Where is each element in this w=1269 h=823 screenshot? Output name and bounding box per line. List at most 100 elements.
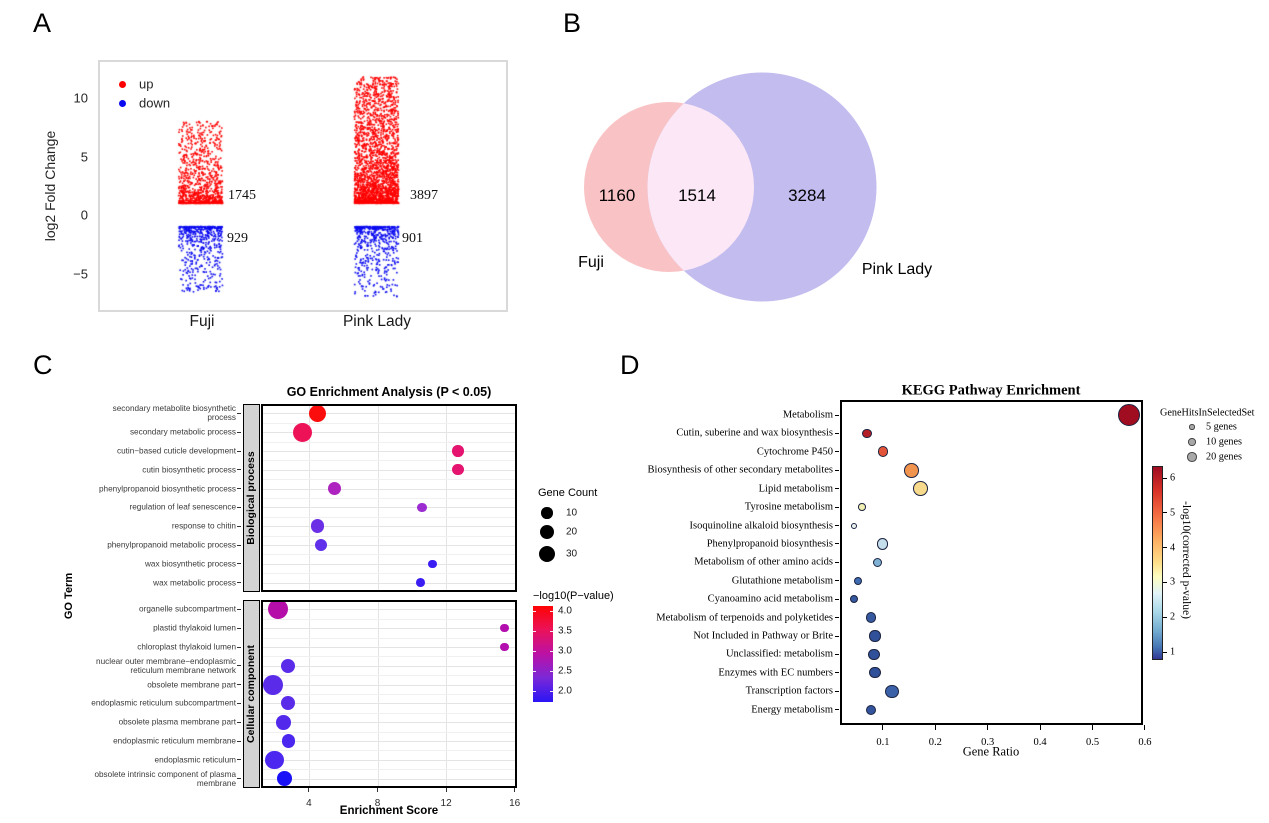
go-term-label: phenylpropanoid biosynthetic process bbox=[98, 484, 236, 494]
kegg-bubble bbox=[1118, 404, 1141, 426]
go-colorbar-tick bbox=[533, 650, 536, 652]
go-colorbar-tick-label: 3.5 bbox=[558, 625, 572, 637]
gridline-horizontal bbox=[263, 647, 515, 648]
gridline-horizontal-minor bbox=[263, 498, 515, 499]
kegg-bubble bbox=[885, 684, 899, 699]
go-bubble bbox=[314, 538, 328, 552]
panel-a-plot-frame bbox=[98, 60, 508, 312]
go-y-tick bbox=[237, 627, 241, 629]
kegg-pathway-label: Phenylpropanoid biosynthesis bbox=[706, 538, 833, 550]
panel-a-label: A bbox=[33, 8, 52, 38]
kegg-x-tick-label: 0.1 bbox=[876, 737, 890, 748]
kegg-pathway-label: Biosynthesis of other secondary metaboli… bbox=[647, 464, 833, 476]
go-term-label: endoplasmic reticulum bbox=[154, 755, 236, 765]
kegg-colorbar-tick-label: 4 bbox=[1170, 542, 1176, 554]
go-pvalue-colorbar bbox=[533, 606, 553, 702]
go-term-label: phenylpropanoid metabolic process bbox=[107, 540, 236, 550]
pvalue-legend-title: −log10(P−value) bbox=[533, 590, 614, 602]
kegg-pathway-label: Not Included in Pathway or Brite bbox=[693, 630, 833, 642]
gene-count-legend-dot bbox=[541, 507, 553, 519]
go-y-tick bbox=[237, 759, 241, 761]
kegg-pathway-label: Energy metabolism bbox=[751, 704, 833, 716]
kegg-bubble bbox=[872, 557, 883, 568]
gridline-horizontal bbox=[263, 684, 515, 686]
kegg-bubble bbox=[853, 576, 862, 585]
kegg-y-tick bbox=[835, 690, 839, 692]
go-colorbar-tick bbox=[550, 610, 553, 612]
go-bubble bbox=[308, 406, 326, 422]
go-y-tick bbox=[237, 778, 241, 780]
gridline-horizontal-minor bbox=[263, 516, 515, 518]
facet-strip-cellular-component-label: Cellular component bbox=[245, 644, 257, 744]
go-colorbar-tick bbox=[533, 610, 536, 612]
venn-diagram bbox=[584, 72, 877, 302]
kegg-colorbar-tick bbox=[1163, 477, 1167, 479]
go-term-label: obsolete membrane part bbox=[147, 680, 236, 690]
kegg-pathway-label: Cutin, suberine and wax biosynthesis bbox=[676, 427, 833, 439]
kegg-x-tick-label: 0.6 bbox=[1138, 737, 1152, 748]
gridline-horizontal-minor bbox=[263, 479, 515, 481]
go-x-axis-title: Enrichment Score bbox=[339, 805, 439, 817]
kegg-x-axis-title: Gene Ratio bbox=[962, 744, 1020, 759]
kegg-colorbar-tick bbox=[1163, 547, 1167, 549]
kegg-colorbar-tick-label: 3 bbox=[1170, 576, 1176, 588]
venn-pink-lady-only-count: 3284 bbox=[788, 186, 826, 205]
gene-hits-legend-value: 20 genes bbox=[1206, 451, 1242, 463]
go-colorbar-tick bbox=[533, 670, 536, 672]
gridline-horizontal-minor bbox=[263, 731, 515, 733]
go-bubble bbox=[268, 602, 289, 620]
kegg-bubble bbox=[877, 538, 889, 550]
go-x-tick bbox=[514, 788, 516, 792]
gene-hits-legend-dot bbox=[1187, 452, 1197, 462]
kegg-colorbar-tick bbox=[1163, 651, 1167, 653]
gridline-horizontal bbox=[263, 469, 515, 471]
go-term-label: plastid thylakoid lumen bbox=[153, 623, 236, 633]
go-bubble bbox=[281, 658, 296, 673]
go-x-tick bbox=[377, 788, 378, 792]
kegg-bubble bbox=[904, 462, 920, 478]
go-x-tick-label: 12 bbox=[440, 798, 452, 809]
gene-hits-legend-dot bbox=[1189, 424, 1195, 430]
kegg-pathway-label: Lipid metabolism bbox=[758, 483, 833, 495]
go-y-tick bbox=[237, 582, 241, 584]
gridline-horizontal bbox=[263, 526, 515, 528]
kegg-bubble bbox=[877, 446, 889, 458]
venn-pink-lady-set-label: Pink Lady bbox=[861, 261, 933, 278]
kegg-y-tick bbox=[835, 488, 839, 490]
go-facet-plot-bp bbox=[261, 404, 517, 592]
go-bubble bbox=[452, 445, 464, 457]
gridline-horizontal bbox=[263, 488, 515, 490]
go-bubble bbox=[275, 714, 291, 730]
facet-strip-cellular-component bbox=[243, 600, 260, 788]
go-term-label: secondary metabolite biosynthetic proces… bbox=[112, 404, 236, 423]
kegg-pathway-label: Cyanoamino acid metabolism bbox=[707, 593, 833, 605]
go-facet-plot-cc bbox=[261, 600, 517, 788]
kegg-x-tick bbox=[934, 725, 936, 730]
kegg-pathway-label: Unclassified: metabolism bbox=[725, 648, 833, 660]
kegg-y-tick bbox=[835, 432, 839, 434]
go-x-tick-label: 8 bbox=[374, 798, 381, 809]
kegg-x-tick bbox=[1039, 725, 1041, 730]
legend-up-label: up bbox=[139, 76, 154, 92]
go-bubble bbox=[281, 696, 296, 711]
facet-strip-biological-process bbox=[243, 404, 260, 592]
go-colorbar-tick-label: 2.5 bbox=[558, 665, 572, 677]
go-term-label: cutin−based cuticle development bbox=[116, 446, 236, 456]
gridline-horizontal-minor bbox=[263, 769, 515, 771]
kegg-colorbar-title: -log10(corrected p-value) bbox=[1180, 501, 1192, 619]
go-term-label: obsolete intrinsic component of plasma m… bbox=[94, 769, 236, 788]
venn-fuji-set-label: Fuji bbox=[578, 254, 604, 271]
go-term-label: chloroplast thylakoid lumen bbox=[137, 642, 236, 652]
go-term-label: wax biosynthetic process bbox=[144, 559, 236, 569]
gridline-horizontal bbox=[263, 563, 515, 565]
go-bubble bbox=[452, 464, 464, 476]
kegg-plot-frame bbox=[840, 400, 1143, 725]
gridline-horizontal bbox=[263, 609, 515, 611]
kegg-colorbar-tick-label: 1 bbox=[1170, 646, 1176, 658]
kegg-colorbar-tick bbox=[1163, 512, 1167, 514]
kegg-bubble bbox=[869, 630, 881, 642]
gridline-horizontal bbox=[263, 628, 515, 630]
category-label-pink-lady: Pink Lady bbox=[342, 313, 412, 330]
go-plot-title: GO Enrichment Analysis (P < 0.05) bbox=[286, 385, 492, 399]
go-bubble bbox=[417, 502, 427, 513]
